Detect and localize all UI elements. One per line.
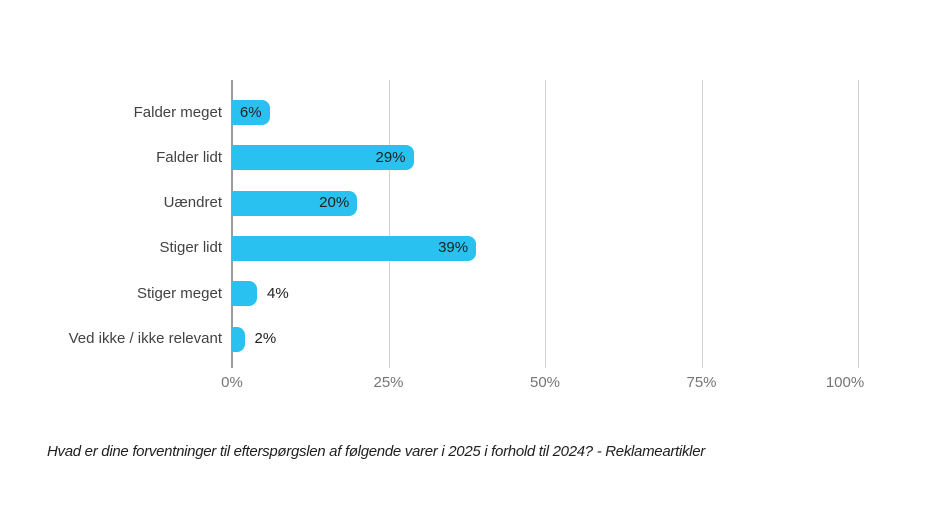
value-label: 20% <box>319 194 350 212</box>
category-label: Falder meget <box>133 103 222 121</box>
bar <box>232 327 245 352</box>
value-label: 2% <box>254 330 277 347</box>
x-axis-tick-label: 100% <box>825 374 865 391</box>
gridline <box>858 80 859 368</box>
bar <box>232 145 414 170</box>
bar <box>232 236 477 261</box>
x-axis-tick-label: 0% <box>221 374 243 391</box>
value-label: 29% <box>375 148 406 166</box>
category-label: Stiger meget <box>136 284 222 302</box>
bar <box>232 100 270 125</box>
x-axis-tick-label: 25% <box>373 374 404 391</box>
x-axis-tick-label: 75% <box>686 374 717 391</box>
category-label: Uændret <box>163 194 222 212</box>
value-label: 39% <box>438 239 469 257</box>
category-label: Falder lidt <box>156 148 222 166</box>
bar <box>232 191 358 216</box>
category-label: Stiger lidt <box>159 239 222 257</box>
y-axis-line <box>231 80 233 368</box>
value-label: 6% <box>239 103 262 121</box>
gridline <box>545 80 546 368</box>
gridline <box>388 80 390 368</box>
chart-caption: Hvad er dine forventninger til efterspør… <box>47 443 705 460</box>
gridline <box>701 80 703 368</box>
value-label: 4% <box>267 284 289 302</box>
bar <box>232 281 258 306</box>
category-label: Ved ikke / ikke relevant <box>68 330 222 347</box>
x-axis-tick-label: 50% <box>529 374 561 391</box>
